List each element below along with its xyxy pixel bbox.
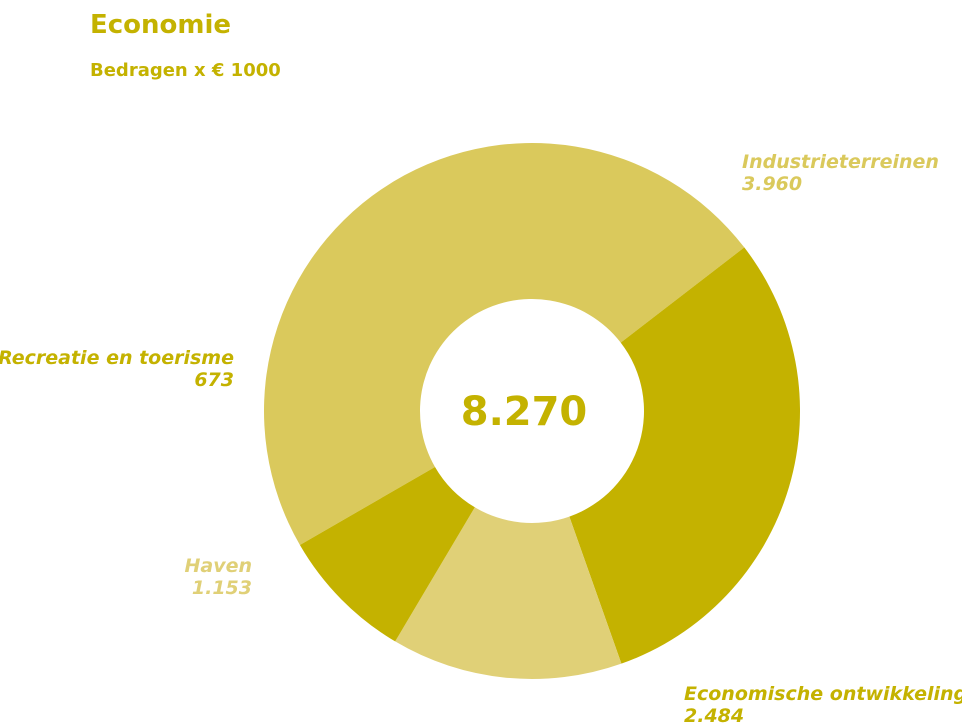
slice-haven xyxy=(395,507,622,679)
chart-title: Economie xyxy=(90,10,232,40)
slice-value-label: 3.960 xyxy=(742,173,802,195)
slice-industrieterreinen xyxy=(264,143,745,546)
slice-label: Industrieterreinen xyxy=(742,151,939,173)
slice-recreatie-en-toerisme xyxy=(299,467,475,642)
slice-economische-ontwikkeling xyxy=(569,247,801,664)
slice-label: Economische ontwikkeling xyxy=(684,683,962,705)
slice-label: Recreatie en toerisme xyxy=(0,347,234,369)
chart-subtitle: Bedragen x € 1000 xyxy=(90,60,281,81)
slice-value-label: 2.484 xyxy=(684,705,744,727)
slice-value-label: 673 xyxy=(194,369,234,391)
slice-label: Haven xyxy=(184,555,252,577)
total-value: 8.270 xyxy=(461,389,588,435)
slice-value-label: 1.153 xyxy=(192,577,252,599)
